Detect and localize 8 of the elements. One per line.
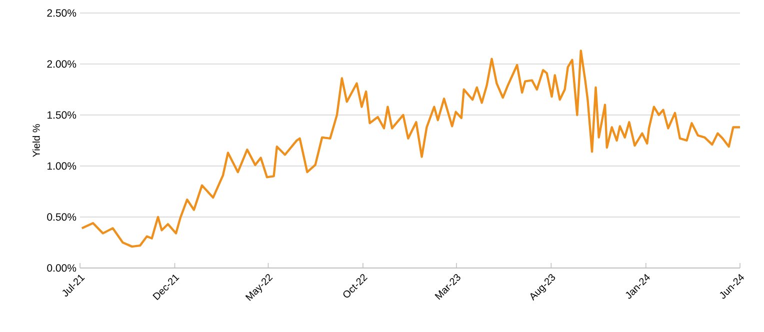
y-tick-label: 0.00% — [47, 264, 76, 272]
y-tick-label: 0.50% — [47, 213, 76, 221]
y-tick-label: 2.00% — [47, 60, 76, 68]
y-tick-label: 2.50% — [47, 9, 76, 17]
y-tick-label: 1.00% — [48, 162, 76, 170]
y-tick-label: 1.50% — [48, 111, 76, 119]
line-series — [80, 50, 742, 248]
y-axis-title: Yield % — [32, 124, 40, 158]
